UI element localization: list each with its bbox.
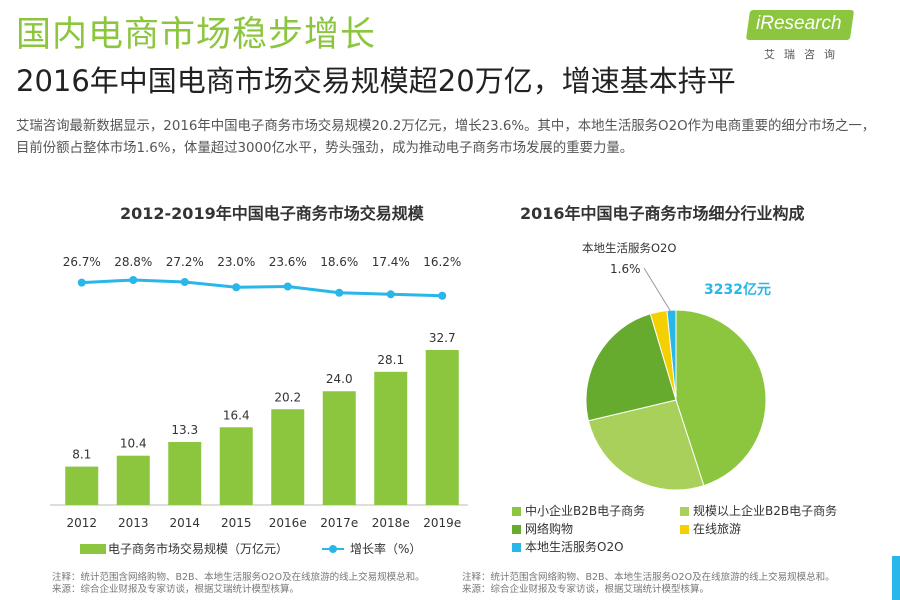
bar-value-label: 32.7 [429, 331, 456, 345]
annotation-percent: 1.6% [610, 262, 641, 276]
legend-label: 在线旅游 [693, 522, 742, 536]
decorative-side-bar [892, 556, 900, 600]
bar [271, 409, 305, 505]
pie-slice-local-o2o [666, 309, 677, 401]
growth-point [180, 278, 189, 286]
bar [65, 466, 99, 505]
legend-swatch [680, 507, 689, 516]
bar [219, 427, 253, 505]
intro-paragraph: 艾瑞咨询最新数据显示，2016年中国电子商务市场交易规模20.2万亿元，增长23… [16, 119, 876, 156]
logo-subtext: 艾瑞咨询 [764, 48, 844, 61]
bar [322, 391, 356, 505]
legend-label: 本地生活服务O2O [525, 540, 624, 554]
footnote-line: 注释：统计范围含网络购物、B2B、本地生活服务O2O及在线旅游的线上交易规模总和… [462, 572, 835, 583]
legend-label: 规模以上企业B2B电子商务 [693, 504, 838, 518]
growth-point [335, 288, 344, 297]
growth-value-label: 28.8% [114, 255, 152, 269]
bar-chart-title: 2012-2019年中国电子商务市场交易规模 [120, 204, 424, 223]
legend-bar-series: 电子商务市场交易规模（万亿元） [80, 540, 288, 557]
bar [168, 441, 202, 505]
x-tick-label: 2017e [320, 516, 358, 530]
bar [425, 350, 459, 505]
legend-bar-swatch [80, 544, 106, 554]
growth-value-label: 27.2% [166, 255, 204, 269]
x-tick-label: 2012 [66, 516, 97, 530]
legend-pie-o2o: 本地生活服务O2O [512, 538, 624, 555]
x-tick-label: 2018e [372, 516, 410, 530]
bar-value-label: 13.3 [171, 423, 198, 437]
bar-value-label: 20.2 [274, 390, 301, 404]
legend-pie-online: 网络购物 [512, 520, 573, 537]
growth-value-label: 23.0% [217, 255, 255, 269]
legend-swatch [512, 507, 521, 516]
pie-chart-footnote: 注释：统计范围含网络购物、B2B、本地生活服务O2O及在线旅游的线上交易规模总和… [462, 572, 835, 596]
footnote-line: 来源：综合企业财报及专家访谈，根据艾瑞统计模型核算。 [52, 584, 300, 595]
x-tick-label: 2015 [221, 516, 252, 530]
growth-point [232, 283, 241, 292]
pie-slice-b2b-large [587, 399, 705, 491]
legend-line-label: 增长率（%） [350, 542, 422, 556]
growth-point [77, 278, 86, 287]
growth-value-label: 16.2% [423, 255, 461, 269]
legend-bar-label: 电子商务市场交易规模（万亿元） [108, 542, 289, 556]
bar-value-label: 24.0 [326, 372, 353, 386]
legend-pie-travel: 在线旅游 [680, 520, 741, 537]
legend-label: 网络购物 [525, 522, 574, 536]
footnote-line: 来源：综合企业财报及专家访谈，根据艾瑞统计模型核算。 [462, 584, 710, 595]
annotation-amount: 3232亿元 [704, 281, 771, 298]
x-tick-label: 2013 [118, 516, 149, 530]
x-tick-label: 2019e [423, 516, 461, 530]
growth-point [438, 291, 447, 300]
annotation-label: 本地生活服务O2O [582, 241, 676, 255]
bar-value-label: 8.1 [72, 448, 91, 462]
x-tick-label: 2016e [269, 516, 307, 530]
bar-value-label: 16.4 [223, 408, 250, 422]
growth-value-label: 17.4% [372, 255, 410, 269]
legend-swatch [512, 525, 521, 534]
growth-line [81, 278, 443, 298]
bar-value-label: 10.4 [120, 437, 147, 451]
bar [374, 371, 408, 505]
growth-value-label: 26.7% [63, 255, 101, 269]
legend-pie-b2b-sme: 中小企业B2B电子商务 [512, 502, 645, 519]
logo-text: iResearch [756, 13, 842, 34]
pie-slice-online-shopping [585, 313, 677, 422]
bar-chart-footnote: 注释：统计范围含网络购物、B2B、本地生活服务O2O及在线旅游的线上交易规模总和… [52, 572, 425, 596]
growth-point [129, 276, 138, 284]
pie-chart-title: 2016年中国电子商务市场细分行业构成 [520, 204, 805, 223]
iresearch-logo: iResearch 艾瑞咨询 [744, 8, 858, 64]
x-tick-label: 2014 [169, 516, 200, 530]
growth-point [386, 290, 395, 299]
legend-line-swatch [322, 545, 344, 553]
legend-swatch [680, 525, 689, 534]
page-headline: 国内电商市场稳步增长 [16, 15, 377, 55]
growth-point [283, 282, 292, 291]
footnote-line: 注释：统计范围含网络购物、B2B、本地生活服务O2O及在线旅游的线上交易规模总和… [52, 572, 425, 583]
legend-line-series: 增长率（%） [322, 540, 421, 557]
annotation-leader-line [643, 267, 672, 313]
growth-value-label: 23.6% [269, 255, 307, 269]
growth-value-label: 18.6% [320, 255, 358, 269]
legend-label: 中小企业B2B电子商务 [525, 504, 646, 518]
pie-slice-b2b-sme [675, 309, 767, 487]
bar [116, 455, 150, 505]
legend-swatch [512, 543, 521, 552]
page-subtitle: 2016年中国电商市场交易规模超20万亿，增速基本持平 [16, 64, 736, 98]
bar-value-label: 28.1 [377, 353, 404, 367]
legend-pie-b2b-large: 规模以上企业B2B电子商务 [680, 502, 837, 519]
